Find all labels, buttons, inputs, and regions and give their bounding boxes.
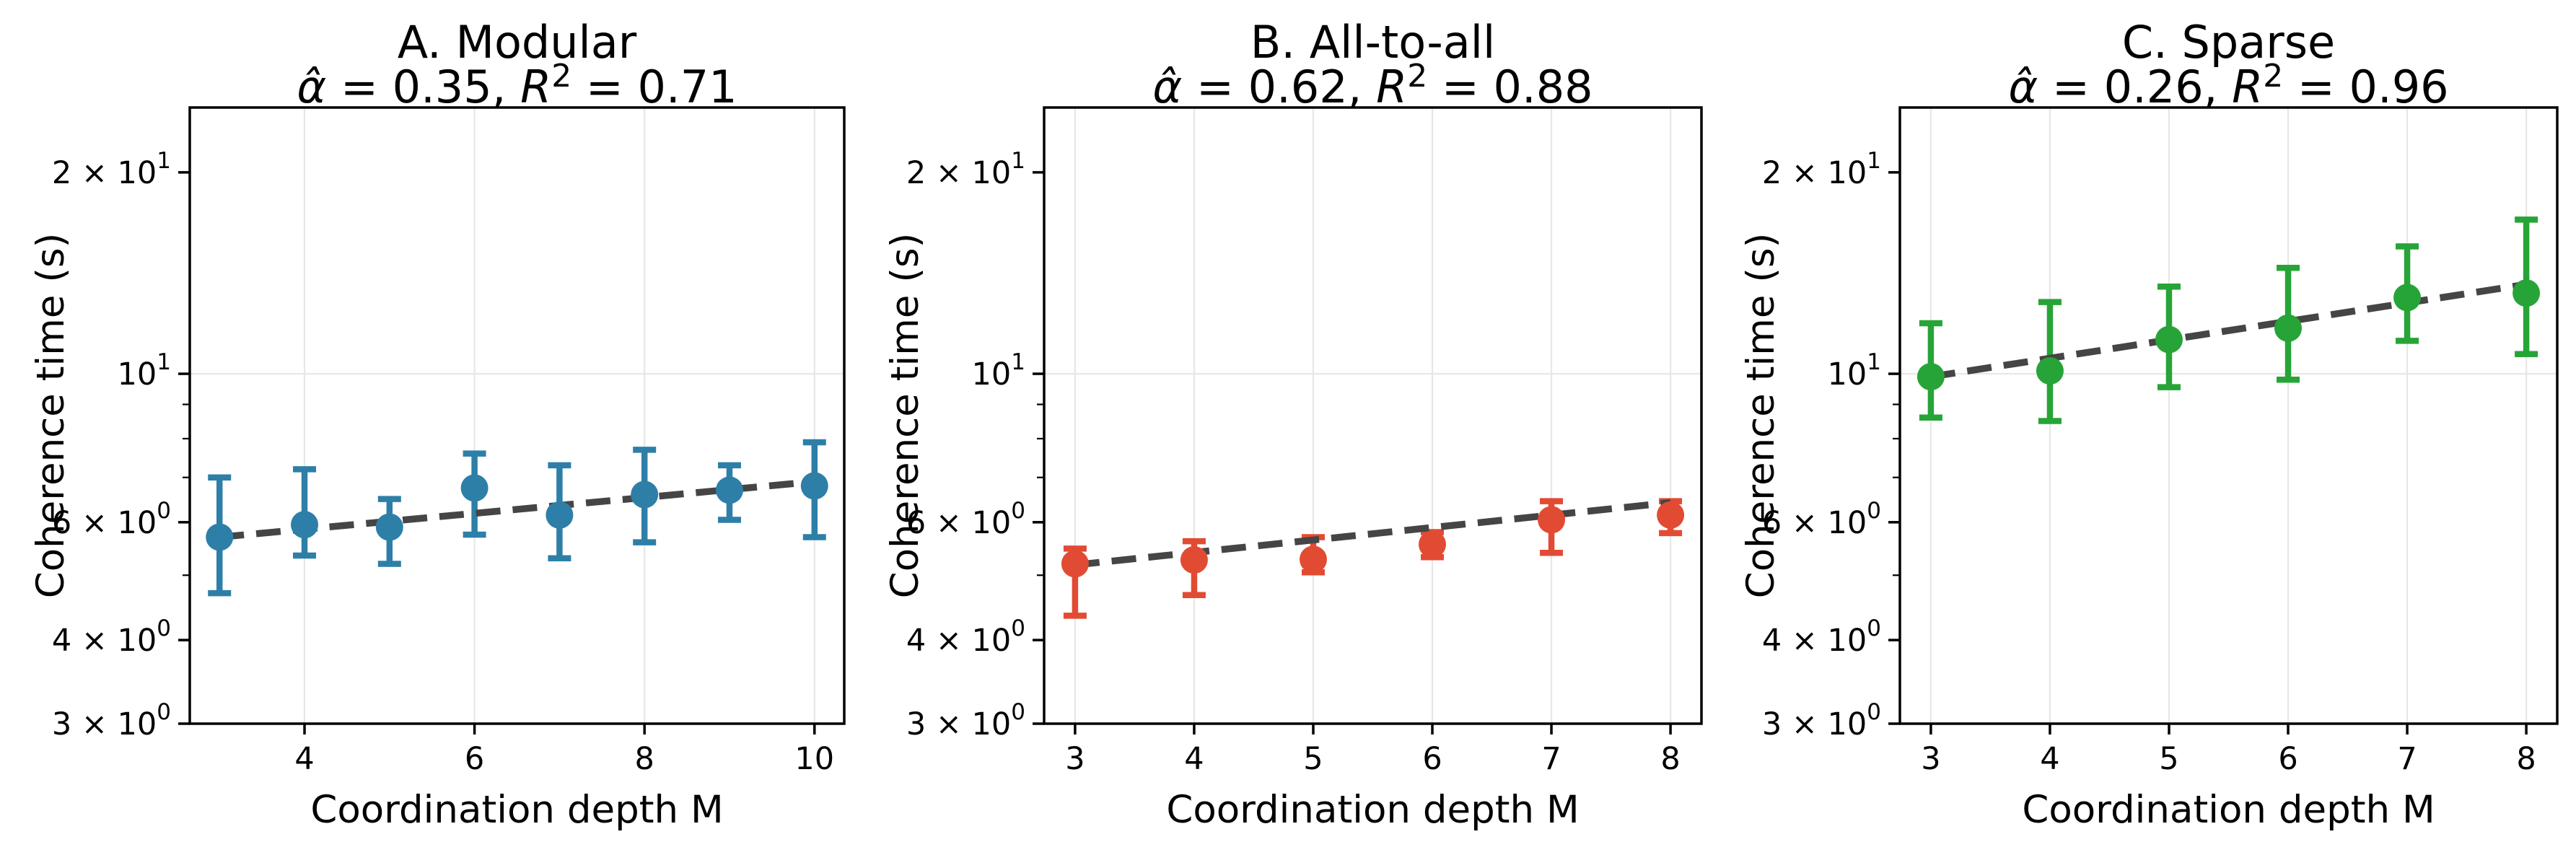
data-point <box>1180 546 1208 574</box>
data-point <box>546 501 574 529</box>
panel-title: C. Sparse <box>2122 16 2335 69</box>
y-tick-label: 6 × 100 <box>906 498 1025 541</box>
data-point <box>2393 284 2422 312</box>
axes-box <box>1043 106 1703 725</box>
y-tick-label: 101 <box>1828 349 1881 393</box>
x-tick-label: 10 <box>794 741 834 777</box>
panel-b: 2 × 101 101 6 × 100 4 × 100 3 × 100 3 4 5 6 7 8 B. … <box>883 16 1703 832</box>
x-tick-label: 3 <box>1921 741 1940 777</box>
x-tick-label: 7 <box>2397 741 2417 777</box>
y-tick-label: 2 × 101 <box>906 148 1025 191</box>
y-tick-label: 4 × 100 <box>1762 615 1881 659</box>
panel-subtitle: α̂ = 0.62, R2 = 0.88 <box>1152 58 1593 113</box>
x-tick-label: 4 <box>1184 741 1204 777</box>
y-tick-label: 3 × 100 <box>52 699 171 742</box>
data-point <box>2155 325 2183 354</box>
data-point <box>1538 506 1566 534</box>
y-tick-label: 3 × 100 <box>906 699 1025 742</box>
fit-line <box>1930 281 2527 380</box>
x-tick-label: 6 <box>465 741 484 777</box>
x-tick-label: 5 <box>1303 741 1323 777</box>
y-axis-label: Coherence time (s) <box>29 233 73 599</box>
x-tick-label: 6 <box>1422 741 1442 777</box>
panel-title: B. All-to-all <box>1250 16 1495 69</box>
y-tick-label: 6 × 100 <box>1762 498 1881 541</box>
y-axis-label: Coherence time (s) <box>1739 233 1783 599</box>
data-point <box>1299 545 1327 574</box>
data-point <box>375 513 403 541</box>
x-axis-label: Coordination depth M <box>2022 788 2435 832</box>
x-tick-label: 6 <box>2278 741 2297 777</box>
x-axis-label: Coordination depth M <box>310 788 723 832</box>
data-point <box>715 476 743 504</box>
y-tick-label: 2 × 101 <box>52 148 171 191</box>
x-tick-label: 8 <box>1660 741 1680 777</box>
y-axis-label: Coherence time (s) <box>883 233 927 599</box>
x-tick-label: 3 <box>1065 741 1085 777</box>
data-point <box>2513 279 2541 307</box>
data-point <box>800 472 828 500</box>
panel-c: 2 × 101 101 6 × 100 4 × 100 3 × 100 3 4 5 6 7 8 C. … <box>1739 16 2559 832</box>
panel-a: 2 × 101 101 6 × 100 4 × 100 3 × 100 4 6 8 10 A. M… <box>29 16 846 832</box>
y-tick-label: 6 × 100 <box>52 498 171 541</box>
fit-line <box>219 478 815 541</box>
axes-box <box>1898 106 2559 725</box>
fit-line <box>1074 499 1671 569</box>
data-point <box>206 523 234 551</box>
data-point <box>291 511 319 539</box>
data-point <box>2036 357 2064 385</box>
panel-title: A. Modular <box>398 16 637 69</box>
panel-subtitle: α̂ = 0.26, R2 = 0.96 <box>2008 58 2448 113</box>
x-tick-label: 7 <box>1541 741 1561 777</box>
y-tick-label: 101 <box>118 349 171 393</box>
y-tick-label: 101 <box>972 349 1025 393</box>
y-tick-label: 3 × 100 <box>1762 699 1881 742</box>
data-point <box>631 481 659 509</box>
data-point <box>1916 363 1945 391</box>
y-tick-label: 2 × 101 <box>1762 148 1881 191</box>
x-tick-label: 5 <box>2159 741 2178 777</box>
x-tick-label: 8 <box>2516 741 2536 777</box>
data-point <box>1657 501 1685 529</box>
x-tick-label: 8 <box>635 741 654 777</box>
data-point <box>460 474 489 502</box>
data-point <box>1061 550 1089 578</box>
x-tick-label: 4 <box>294 741 314 777</box>
y-tick-label: 4 × 100 <box>906 615 1025 659</box>
x-tick-label: 4 <box>2040 741 2059 777</box>
y-tick-label: 4 × 100 <box>52 615 171 659</box>
data-point <box>2274 314 2303 342</box>
axes-box <box>188 106 846 725</box>
panel-subtitle: α̂ = 0.35, R2 = 0.71 <box>297 58 737 113</box>
data-point <box>1419 530 1447 558</box>
x-axis-label: Coordination depth M <box>1166 788 1579 832</box>
